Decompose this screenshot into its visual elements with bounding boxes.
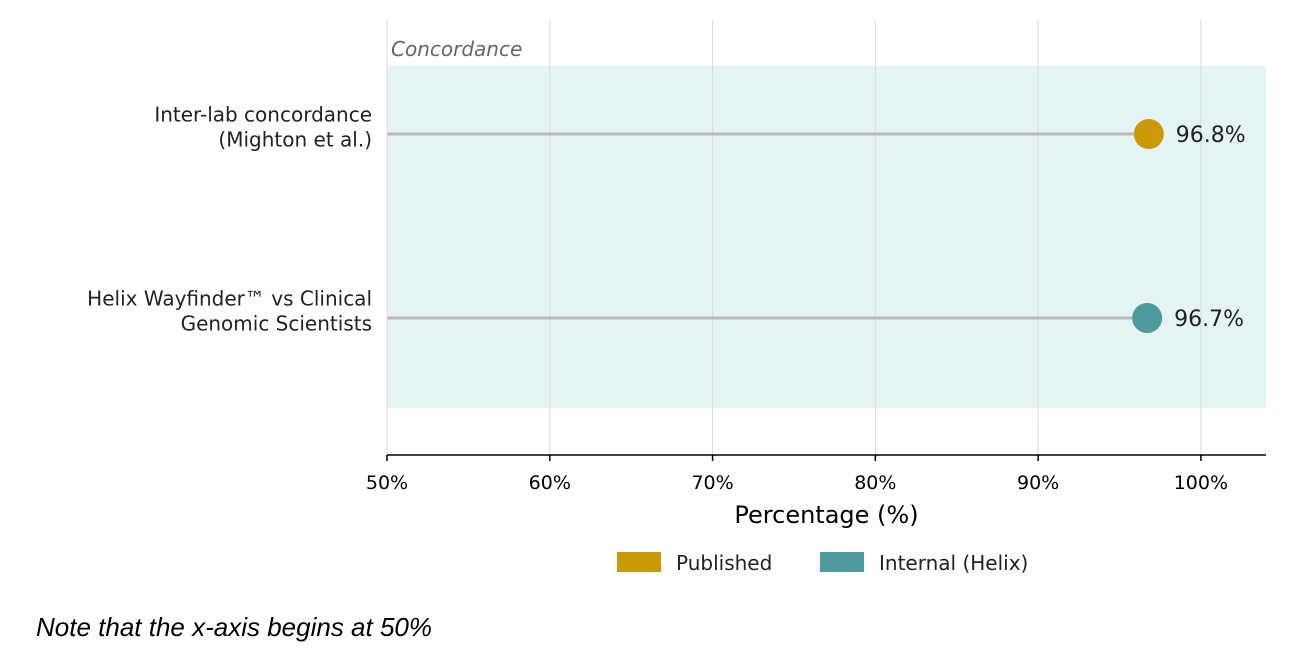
group-label: Concordance — [391, 37, 522, 61]
legend-swatch — [617, 552, 661, 572]
legend-swatch — [820, 552, 864, 572]
legend-label: Internal (Helix) — [879, 551, 1028, 575]
x-tick-label: 80% — [854, 472, 896, 494]
category-label: (Mighton et al.) — [218, 128, 372, 152]
axis-note: Note that the x-axis begins at 50% — [36, 612, 433, 642]
legend-label: Published — [676, 551, 772, 575]
category-label: Genomic Scientists — [181, 312, 372, 336]
value-label: 96.7% — [1174, 307, 1244, 332]
category-label: Helix Wayfinder™ vs Clinical — [87, 287, 372, 311]
category-label: Inter-lab concordance — [154, 103, 372, 127]
x-tick-label: 70% — [691, 472, 733, 494]
concordance-band — [387, 66, 1266, 408]
data-point — [1132, 303, 1163, 333]
x-tick-label: 90% — [1017, 472, 1059, 494]
x-tick-label: 50% — [366, 472, 408, 494]
value-label: 96.8% — [1176, 123, 1246, 148]
x-tick-label: 100% — [1174, 472, 1228, 494]
x-tick-label: 60% — [529, 472, 571, 494]
x-axis-title: Percentage (%) — [734, 501, 918, 529]
lollipop-chart: Concordance 96.8% Inter-lab concordance(Mi… — [87, 20, 1266, 575]
data-point — [1133, 119, 1164, 149]
